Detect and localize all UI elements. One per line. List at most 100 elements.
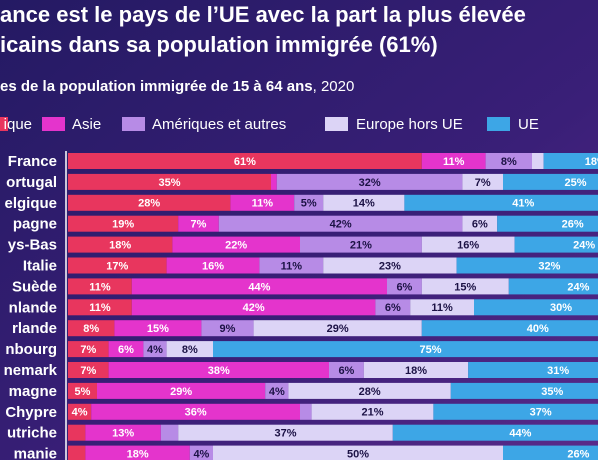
data-label: 37% — [530, 407, 552, 419]
y-tick-label: elgique — [4, 195, 57, 212]
data-label: 29% — [170, 386, 192, 398]
bar-segment — [363, 362, 469, 378]
data-label: 9% — [220, 323, 236, 335]
legend-label: Amériques et autres — [152, 116, 286, 133]
data-label: 26% — [562, 219, 584, 231]
data-label: 11% — [252, 198, 274, 210]
data-label: 21% — [350, 240, 372, 252]
bar-segment — [68, 424, 86, 441]
bar-segment — [114, 320, 202, 337]
bar-segment — [329, 362, 364, 378]
legend-label: Asie — [72, 116, 101, 133]
bar-segment — [265, 382, 289, 399]
legend-label: Europe hors UE — [356, 116, 463, 133]
bar-segment — [108, 341, 144, 358]
data-label: 11% — [443, 156, 465, 168]
data-label: 7% — [191, 219, 207, 231]
y-tick-label: rlande — [12, 320, 57, 337]
legend-swatch — [487, 117, 510, 131]
bar-segment — [503, 173, 598, 190]
bar-segment — [300, 236, 422, 253]
data-label: 6% — [396, 281, 412, 293]
bar-segment — [450, 382, 598, 399]
legend-swatch — [0, 117, 8, 131]
bar-segment — [68, 236, 173, 253]
y-tick-label: magne — [9, 383, 57, 400]
data-label: 29% — [327, 323, 349, 335]
data-label: 15% — [147, 323, 169, 335]
data-label: 5% — [301, 198, 317, 210]
bar-segment — [178, 424, 393, 441]
data-label: 18% — [109, 240, 131, 252]
data-label: 14% — [353, 198, 375, 210]
data-label: 21% — [361, 407, 383, 419]
data-label: 42% — [330, 219, 352, 231]
data-label: 7% — [475, 177, 491, 189]
data-label: 4% — [193, 449, 209, 460]
legend-label: UE — [518, 116, 539, 133]
data-label: 11% — [281, 260, 303, 272]
y-tick-label: nbourg — [5, 341, 57, 358]
legend-swatch — [122, 117, 145, 131]
data-label: 24% — [573, 240, 595, 252]
data-label: 38% — [208, 365, 230, 377]
data-label: 6% — [118, 344, 134, 356]
data-label: 7% — [80, 365, 96, 377]
data-label: 75% — [419, 344, 441, 356]
bar-segment — [375, 299, 411, 316]
bar-segment — [68, 278, 132, 295]
bar-segment — [230, 194, 295, 211]
y-tick-label: ys-Bas — [8, 237, 57, 254]
y-tick-label: France — [8, 153, 57, 170]
data-label: 6% — [472, 219, 488, 231]
bar-segment — [410, 299, 474, 316]
bar-segment — [276, 173, 463, 190]
data-label: 41% — [512, 198, 534, 210]
bar-segment — [85, 445, 190, 460]
plot: France 61% 11% 8% 18% ortugal 35% 32% 7% 25% elgiq… — [4, 151, 598, 460]
bar-segment — [68, 194, 231, 211]
bar-segment — [178, 215, 219, 232]
data-label: 23% — [379, 260, 401, 272]
data-label: 8% — [501, 156, 517, 168]
bar-segment — [143, 341, 167, 358]
bar-segment — [421, 278, 509, 295]
data-label: 37% — [274, 428, 296, 440]
bar-segment — [508, 278, 598, 295]
data-label: 13% — [112, 428, 134, 440]
bar-segment — [485, 153, 532, 169]
bar-segment — [68, 153, 422, 169]
legend-swatch — [42, 117, 65, 131]
bar-segment — [294, 194, 324, 211]
y-tick-label: nemark — [4, 362, 58, 379]
data-label: 30% — [550, 302, 572, 314]
data-label: 35% — [541, 386, 563, 398]
bar-segment — [68, 299, 132, 316]
data-label: 6% — [385, 302, 401, 314]
bar-segment — [421, 236, 515, 253]
bar-segment — [421, 153, 486, 169]
y-tick-label: utriche — [7, 425, 57, 442]
bar-segment — [253, 320, 422, 337]
data-label: 28% — [138, 198, 160, 210]
data-label: 44% — [509, 428, 531, 440]
bar-segment — [468, 362, 598, 378]
data-label: 8% — [182, 344, 198, 356]
data-label: 44% — [248, 281, 270, 293]
data-label: 17% — [106, 260, 128, 272]
bar-segment — [474, 299, 598, 316]
bar-segment — [213, 445, 503, 460]
bar-segment — [323, 257, 457, 274]
data-label: 19% — [112, 219, 134, 231]
data-label: 8% — [83, 323, 99, 335]
chart-title: ance est le pays de l’UE avec la part la… — [0, 2, 526, 27]
bar-segment — [514, 236, 598, 253]
bar-segment — [68, 382, 97, 399]
data-label: 28% — [359, 386, 381, 398]
bar-segment — [532, 153, 544, 169]
data-label: 25% — [564, 177, 586, 189]
y-tick-label: ortugal — [6, 174, 57, 191]
bar-segment — [68, 445, 86, 460]
data-label: 7% — [80, 344, 96, 356]
